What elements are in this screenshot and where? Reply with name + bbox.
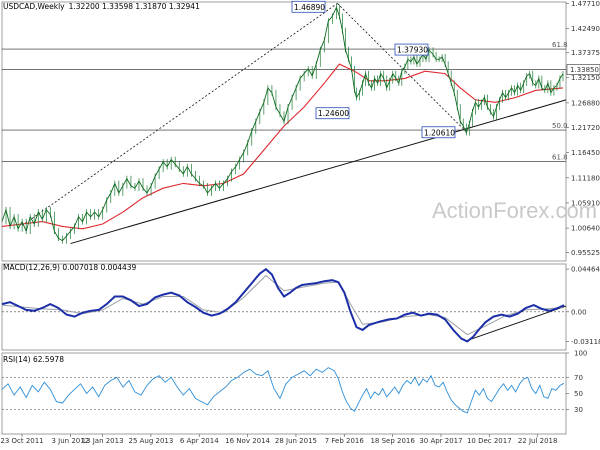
macd-panel: 0.044642 0.00 -0.031183 bbox=[1, 266, 600, 346]
macd-trendline bbox=[467, 305, 567, 341]
time-tick-label: 16 Nov 2014 bbox=[225, 437, 270, 445]
swing-box bbox=[421, 126, 456, 139]
rsi-panel: 100 70 50 30 bbox=[1, 350, 587, 414]
price-tick-label: 1.21720 bbox=[571, 124, 600, 132]
macd-tick-label: 0.044642 bbox=[571, 266, 600, 274]
rsi-tick-label: 50 bbox=[574, 390, 583, 398]
swing-label: 1.46890 bbox=[294, 3, 325, 12]
dotted-trendline bbox=[21, 3, 338, 226]
panel-frame-1 bbox=[1, 263, 567, 351]
price-tick-label: 1.32150 bbox=[571, 74, 600, 82]
price-tick-label: 1.47710 bbox=[571, 0, 600, 8]
rsi-tick-label: 100 bbox=[574, 350, 587, 358]
rsi-tick-label: 70 bbox=[574, 374, 583, 382]
fib-label: 61.8 bbox=[552, 41, 568, 49]
time-tick-label: 30 Apr 2017 bbox=[419, 437, 462, 445]
panel-frame-0 bbox=[1, 1, 567, 262]
price-tick-label: 1.37375 bbox=[571, 49, 600, 57]
rsi-line bbox=[1, 367, 565, 414]
time-tick-label: 10 Dec 2017 bbox=[467, 437, 512, 445]
swing-box bbox=[315, 107, 350, 120]
macd-tick-label: 0.00 bbox=[571, 308, 587, 316]
price-tick-label: 1.26880 bbox=[571, 99, 600, 107]
current-price-label: 1.33850 bbox=[570, 66, 599, 74]
time-tick-label: 23 Oct 2011 bbox=[0, 437, 43, 445]
swing-box bbox=[291, 0, 326, 13]
rsi-panel-title: RSI(14) 62.5978 bbox=[3, 355, 64, 364]
macd-signal-line bbox=[1, 274, 565, 336]
price-panel-title: USDCAD,Weekly 1.32200 1.33598 1.31870 1.3… bbox=[3, 2, 200, 11]
watermark: ActionForex.com bbox=[432, 198, 597, 223]
time-tick-label: 18 Sep 2016 bbox=[370, 437, 415, 445]
swing-box bbox=[394, 43, 429, 56]
price-tick-label: 1.00640 bbox=[571, 225, 600, 233]
time-tick-label: 7 Feb 2016 bbox=[325, 437, 365, 445]
time-tick-label: 6 Apr 2014 bbox=[180, 437, 219, 445]
moving-average-line bbox=[1, 63, 564, 230]
time-tick-label: 13 Jan 2013 bbox=[82, 437, 124, 445]
price-line bbox=[1, 6, 564, 242]
price-tick-label: 1.42490 bbox=[571, 25, 600, 33]
macd-line bbox=[1, 267, 565, 343]
price-tick-label: 1.16450 bbox=[571, 149, 600, 157]
rsi-tick-label: 30 bbox=[574, 406, 583, 414]
macd-tick-label: -0.031183 bbox=[571, 338, 600, 346]
dotted-trendline bbox=[337, 3, 468, 134]
current-price-tag bbox=[566, 64, 600, 75]
support-trendline bbox=[70, 99, 567, 245]
time-tick-label: 22 Jul 2018 bbox=[518, 437, 558, 445]
time-tick-label: 3 Jun 2012 bbox=[52, 437, 90, 445]
swing-label: 1.24600 bbox=[318, 109, 349, 118]
fib-label: 61.8 bbox=[552, 153, 568, 161]
macd-panel-title: MACD(12,26,9) 0.007018 0.004439 bbox=[3, 263, 137, 272]
swing-label: 1.37930 bbox=[397, 46, 428, 55]
fib-label: 50.0 bbox=[552, 122, 568, 130]
price-tick-label: 1.11180 bbox=[571, 174, 600, 182]
price-panel: 0.95525 1.00640 1.05910 1.11180 1.16450 1.217… bbox=[1, 0, 600, 257]
swing-label: 1.20610 bbox=[424, 128, 455, 137]
time-tick-label: 28 Jun 2015 bbox=[275, 437, 317, 445]
price-tick-label: 0.95525 bbox=[571, 249, 600, 257]
time-tick-label: 25 Aug 2013 bbox=[128, 437, 173, 445]
price-tick-label: 1.05910 bbox=[571, 199, 600, 207]
